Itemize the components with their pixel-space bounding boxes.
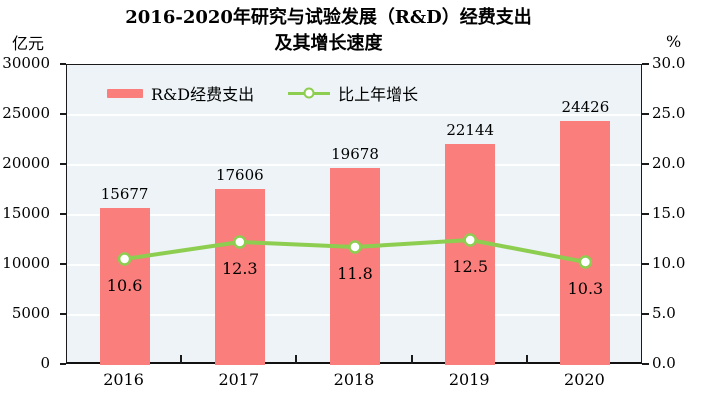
right-axis-tick (642, 213, 649, 215)
right-axis-tick-label: 10.0 (652, 254, 686, 272)
left-axis-tick-label: 20000 (2, 154, 50, 172)
left-axis-tick-label: 0 (40, 354, 50, 372)
x-axis-boundary-tick (295, 355, 298, 364)
growth-value-label: 12.3 (221, 259, 258, 278)
left-axis-tick (60, 263, 66, 265)
bar-value-label: 22144 (446, 120, 495, 139)
growth-value-label: 10.3 (567, 279, 604, 298)
right-axis-tick (642, 363, 649, 365)
x-axis-tick-label: 2018 (333, 370, 375, 389)
line-marker-icon (117, 252, 132, 266)
bar-series-swatch (107, 88, 143, 98)
right-axis-tick-label: 30.0 (652, 54, 686, 72)
line-marker-icon (463, 233, 477, 247)
x-axis-tick-label: 2017 (218, 370, 260, 389)
right-axis-tick (642, 313, 649, 315)
bar (99, 208, 150, 365)
left-axis-tick (60, 113, 66, 115)
legend: R&D经费支出 比上年增长 (107, 81, 418, 105)
bar (330, 168, 380, 365)
bar (214, 188, 265, 365)
line-series-swatch (288, 87, 331, 99)
legend-item-line-series: 比上年增长 (288, 81, 418, 105)
chart-title: 2016-2020年研究与试验发展（R&D）经费支出 及其增长速度 (0, 5, 657, 57)
bar-value-label: 19678 (331, 145, 379, 164)
x-axis-boundary-tick (410, 355, 413, 364)
bar (445, 143, 496, 365)
right-axis-tick (642, 113, 649, 115)
line-marker-icon (348, 240, 362, 254)
x-axis-boundary-tick (180, 355, 183, 364)
x-axis-tick-label: 2019 (448, 370, 490, 389)
right-axis-tick-label: 20.0 (652, 154, 686, 172)
legend-item-bar-series: R&D经费支出 (107, 81, 254, 105)
left-axis-tick (60, 313, 66, 315)
left-axis-tick-label: 15000 (2, 204, 50, 222)
left-axis-tick-label: 5000 (11, 304, 50, 322)
bar-series-label: R&D经费支出 (151, 85, 255, 104)
right-axis-tick-label: 15.0 (652, 204, 686, 222)
right-axis-tick (642, 63, 649, 65)
line-marker-icon (303, 87, 315, 99)
bar (560, 120, 611, 365)
left-axis-tick-label: 10000 (2, 254, 50, 272)
x-axis-tick-label: 2020 (564, 370, 605, 389)
left-axis-tick (60, 63, 66, 65)
growth-value-label: 10.6 (106, 276, 143, 295)
bar-value-label: 15677 (100, 185, 149, 204)
right-axis-tick-label: 25.0 (652, 104, 686, 122)
gridline (67, 114, 641, 116)
x-axis-boundary-tick (525, 355, 528, 364)
growth-value-label: 12.5 (452, 257, 488, 276)
left-axis-tick (60, 213, 66, 215)
plot-area: R&D经费支出 比上年增长 15677 17606 19678 22144 24426 1… (66, 64, 642, 365)
left-axis-tick (60, 363, 66, 365)
left-axis-unit-label: 亿元 (12, 34, 45, 53)
left-axis-tick (60, 163, 66, 165)
left-axis-tick-label: 30000 (2, 54, 50, 72)
right-axis-tick (642, 263, 649, 265)
line-series-label: 比上年增长 (338, 85, 419, 104)
chart-title-line2: 及其增长速度 (274, 33, 383, 54)
chart-title-line1: 2016-2020年研究与试验发展（R&D）经费支出 (125, 7, 532, 28)
right-axis-tick-label: 0.0 (652, 354, 676, 372)
right-axis-unit-label: % (666, 32, 682, 51)
right-axis-tick-label: 5.0 (652, 304, 676, 322)
left-axis-tick-label: 25000 (2, 104, 50, 122)
growth-value-label: 11.8 (337, 264, 373, 283)
right-axis-tick (642, 163, 649, 165)
gridline (67, 164, 641, 166)
bar-value-label: 24426 (561, 97, 610, 116)
growth-line (117, 233, 593, 269)
line-marker-icon (578, 255, 593, 269)
line-marker-icon (233, 235, 247, 249)
bar-value-label: 17606 (215, 165, 264, 184)
x-axis-tick-label: 2016 (103, 370, 144, 389)
